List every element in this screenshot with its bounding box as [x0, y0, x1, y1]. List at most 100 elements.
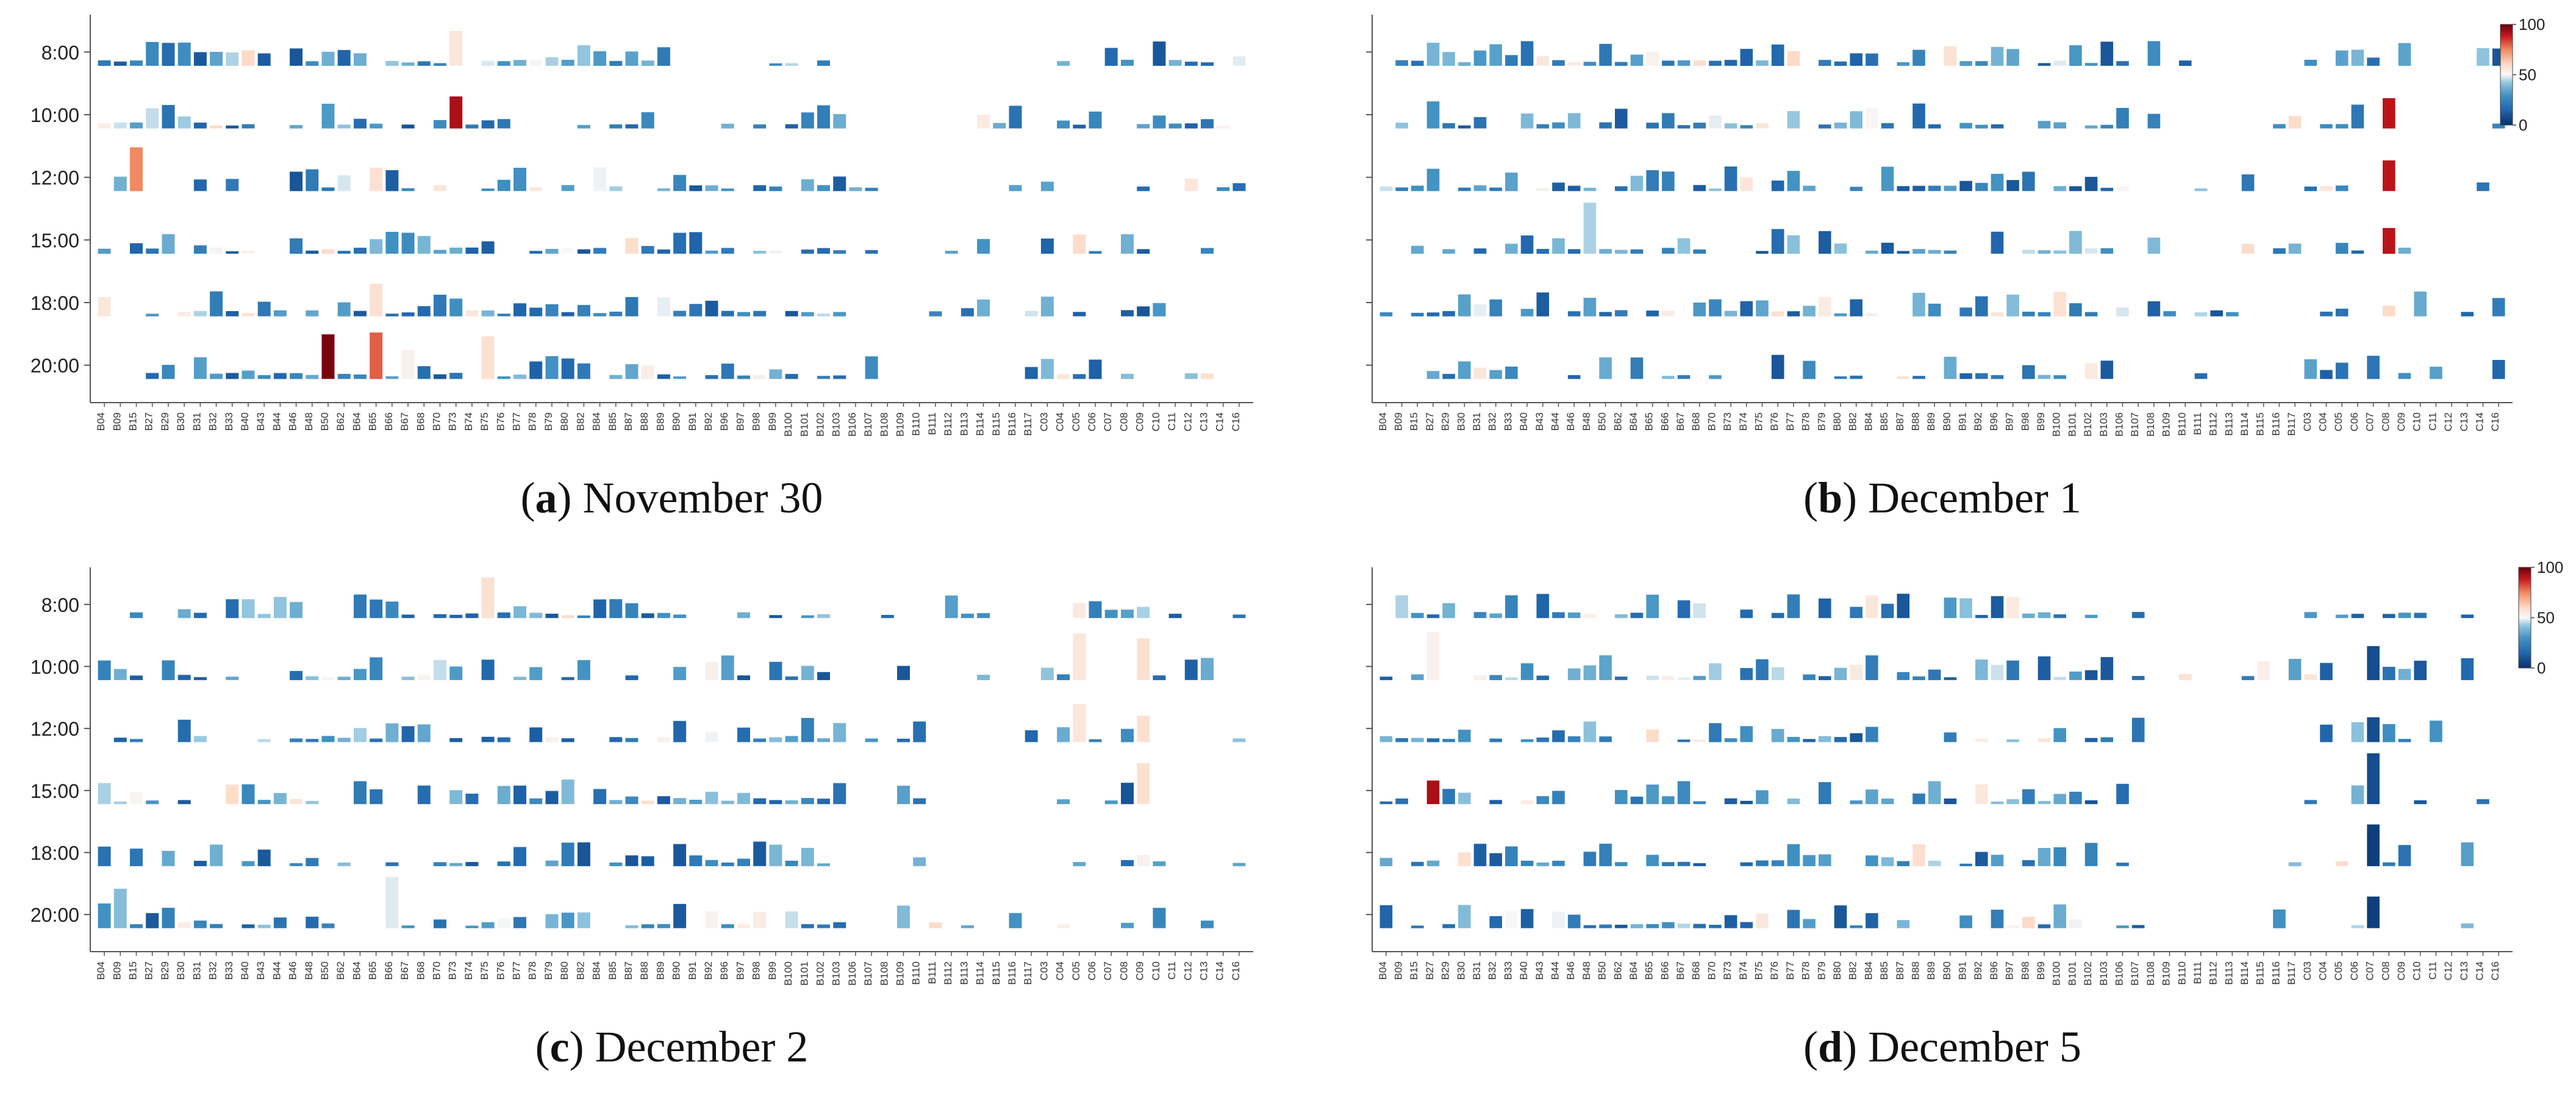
heat-cell	[2304, 800, 2317, 805]
heat-cell	[146, 913, 159, 928]
heat-cell	[242, 784, 255, 805]
heat-cell	[434, 919, 446, 928]
heat-cell	[1379, 905, 1393, 928]
heat-cell	[1217, 187, 1230, 192]
x-tick-label: B101	[2066, 961, 2078, 986]
heat-cell	[306, 676, 319, 680]
heat-cell	[561, 358, 574, 379]
y-tick-label: 18:00	[30, 842, 79, 864]
heat-cell	[1615, 614, 1628, 619]
heat-cell	[1787, 737, 1800, 742]
heat-cell	[321, 187, 335, 192]
heat-cell	[1991, 802, 2004, 805]
heat-cell	[2006, 597, 2019, 619]
heat-cell	[769, 369, 782, 379]
heat-cell	[1073, 603, 1086, 619]
heat-cell	[1089, 739, 1102, 742]
heat-cell	[529, 727, 543, 742]
x-tick-label: B04	[1377, 961, 1389, 980]
heat-cell	[2100, 248, 2114, 254]
heat-cell	[1411, 185, 1424, 192]
heat-cell	[2367, 753, 2380, 805]
x-tick-label: B76	[495, 412, 506, 431]
heat-cell	[1505, 677, 1518, 680]
heat-cell	[1709, 723, 1722, 742]
heat-cell	[1724, 798, 1737, 805]
heat-cell	[2335, 309, 2349, 317]
heat-cell	[785, 374, 798, 379]
heat-cell	[1991, 46, 2004, 66]
heat-cell	[1740, 177, 1753, 192]
x-tick-label: B80	[1831, 961, 1843, 980]
heat-cell	[833, 922, 846, 928]
heat-cell	[1536, 188, 1550, 192]
x-tick-label: C08	[1118, 961, 1129, 980]
heat-cell	[370, 167, 383, 192]
heat-cell	[1233, 56, 1246, 66]
heat-cell	[2304, 674, 2317, 680]
x-tick-label: B76	[495, 961, 506, 980]
heat-cell	[785, 311, 798, 317]
x-tick-label: B48	[1581, 961, 1592, 980]
heat-cell	[1819, 231, 1831, 254]
heat-cell	[1803, 739, 1816, 742]
heat-cell	[1104, 800, 1118, 805]
x-tick-label: B109	[2161, 961, 2172, 986]
heat-cell	[130, 675, 143, 680]
heat-cell	[625, 738, 639, 742]
heat-cell	[2022, 311, 2035, 317]
heat-cell	[1505, 172, 1518, 192]
heat-cell	[1395, 738, 1408, 742]
heat-cell	[98, 60, 111, 66]
heat-cell	[2038, 656, 2051, 680]
x-tick-label: B31	[1471, 961, 1483, 980]
heat-cell	[577, 660, 590, 680]
heat-cell	[1944, 732, 1957, 742]
x-tick-label: B09	[111, 961, 123, 980]
colorbar-tick-label: 100	[2519, 15, 2545, 34]
x-tick-label: B76	[1769, 961, 1780, 980]
x-tick-label: B29	[1440, 961, 1451, 980]
heat-cell	[561, 738, 574, 742]
heat-cell	[1201, 62, 1214, 66]
heat-cell	[434, 250, 446, 254]
heat-cell	[897, 738, 910, 742]
x-tick-label: B100	[782, 961, 794, 986]
heat-cell	[673, 844, 687, 866]
heat-cell	[242, 924, 255, 928]
heat-cell	[2320, 124, 2333, 129]
x-tick-label: B15	[127, 412, 139, 431]
heat-cell	[625, 796, 639, 805]
heat-cell	[162, 43, 175, 66]
x-tick-label: C10	[2411, 412, 2423, 431]
heat-cell	[2053, 614, 2066, 619]
x-tick-label: B84	[591, 961, 603, 980]
heat-cell	[737, 312, 750, 317]
heat-cell	[2116, 925, 2129, 928]
y-tick-label: 12:00	[30, 167, 79, 189]
heat-cell	[1944, 250, 1957, 254]
heat-cell	[1756, 60, 1769, 66]
heat-cell	[1552, 730, 1565, 742]
heat-cell	[785, 911, 798, 928]
heat-cell	[2194, 373, 2208, 379]
heat-cell	[1850, 53, 1862, 66]
x-tick-label: C13	[1198, 961, 1209, 980]
x-tick-label: C11	[2427, 961, 2438, 980]
x-tick-label: B70	[431, 412, 442, 431]
heat-cell	[385, 170, 399, 192]
heat-cell	[2367, 896, 2380, 928]
heat-cell	[1552, 861, 1565, 866]
heat-cell	[1379, 736, 1393, 742]
caption-open-paren: (	[535, 1022, 550, 1071]
heat-cell	[1442, 924, 1455, 928]
heat-cell	[2367, 57, 2380, 66]
x-tick-label: B98	[751, 412, 762, 431]
heat-cell	[1866, 53, 1878, 66]
heat-cell	[817, 314, 830, 317]
heat-cell	[545, 356, 559, 379]
heat-cell	[913, 857, 926, 866]
heat-cell	[1912, 292, 1925, 317]
heat-cell	[1104, 609, 1118, 619]
heat-cell	[2241, 243, 2255, 254]
